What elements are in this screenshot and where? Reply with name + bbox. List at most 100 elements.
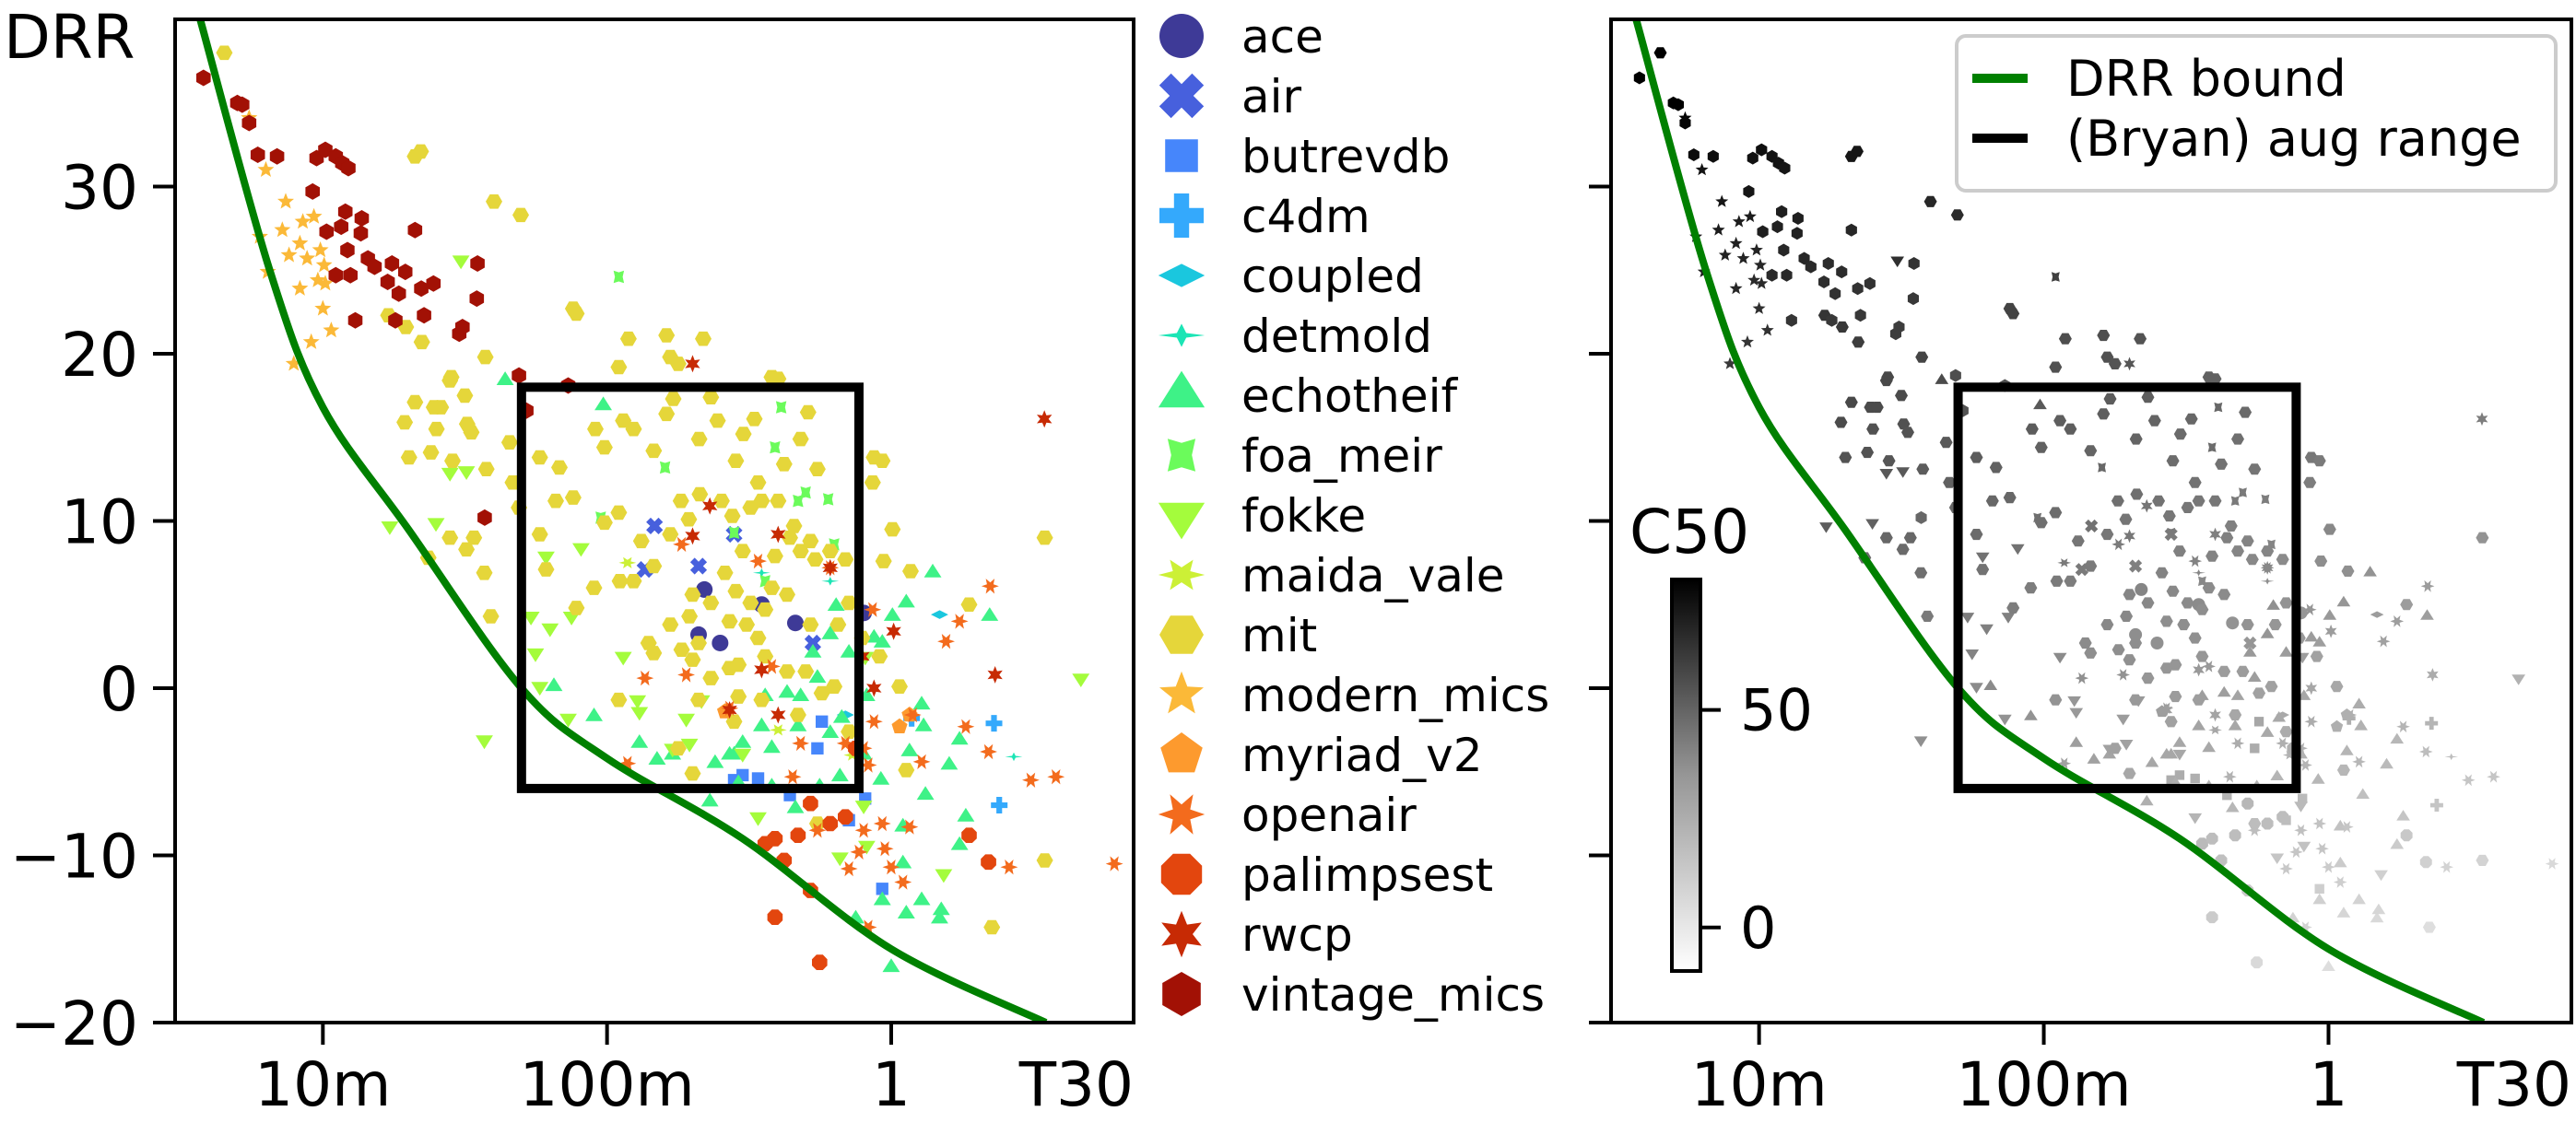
series-fokke (381, 255, 1090, 883)
data-point (2314, 883, 2324, 894)
data-point (1776, 205, 1788, 218)
data-point (2336, 907, 2351, 918)
data-point (545, 677, 563, 692)
data-point (2330, 681, 2344, 693)
data-point (319, 223, 335, 240)
data-point (812, 954, 828, 970)
data-point (2336, 764, 2350, 776)
pentagon-marker-icon (1160, 732, 1203, 773)
data-point (662, 527, 679, 542)
data-point (1879, 375, 1893, 387)
data-point (2164, 716, 2178, 728)
data-point (1914, 567, 1928, 579)
data-point (2420, 609, 2434, 620)
data-point (476, 566, 493, 580)
data-point (2192, 495, 2205, 507)
data-point (2202, 741, 2216, 753)
data-point (1747, 151, 1759, 165)
data-point (1950, 209, 1964, 221)
legend-label: foa_meir (1241, 429, 1442, 483)
data-point (2123, 654, 2136, 666)
data-point (2363, 566, 2377, 577)
5-point-star-marker-icon (1159, 671, 1204, 714)
data-point (1805, 260, 1817, 274)
data-point (2208, 373, 2222, 385)
data-point (2253, 717, 2264, 727)
data-point (2123, 357, 2135, 371)
data-point (2298, 793, 2308, 803)
data-point (2429, 799, 2443, 812)
data-point (2279, 597, 2293, 609)
data-point (2177, 619, 2191, 631)
data-point (850, 844, 868, 860)
data-point (2261, 817, 2274, 830)
data-point (2190, 773, 2200, 784)
data-point (1916, 463, 1930, 475)
data-point (477, 462, 495, 476)
data-point (2341, 565, 2355, 577)
data-point (808, 669, 827, 684)
data-point (2123, 529, 2135, 544)
drr-bound-curve (196, 19, 1048, 1023)
data-point (836, 735, 854, 752)
x-tick-label: 100m (520, 1049, 695, 1120)
data-point (753, 493, 770, 509)
data-point (615, 413, 632, 428)
data-point (2075, 672, 2089, 684)
data-point (2370, 911, 2384, 923)
data-point (749, 475, 767, 490)
data-point (482, 609, 500, 624)
legend-item-myriad-v2: myriad_v2 (1160, 729, 1483, 782)
data-point (2247, 824, 2262, 836)
data-point (291, 234, 309, 251)
data-point (2224, 520, 2238, 532)
data-point (742, 500, 759, 515)
data-point (610, 692, 628, 708)
colorbar-tick-label: 50 (1740, 677, 1813, 744)
data-point (2425, 717, 2439, 731)
data-point (562, 612, 581, 626)
data-point (1882, 455, 1896, 467)
data-point (827, 597, 845, 611)
data-point (826, 679, 843, 694)
data-point (876, 841, 894, 857)
data-point (1749, 243, 1763, 256)
right-x-axis-label: T30 (2456, 1049, 2571, 1120)
data-point (2100, 619, 2114, 631)
legend-label: openair (1241, 789, 1417, 842)
data-point (690, 692, 707, 708)
data-point (751, 772, 765, 785)
data-point (2230, 496, 2240, 506)
data-point (2141, 392, 2155, 404)
data-point (2208, 495, 2222, 507)
data-point (512, 367, 526, 384)
aug-range-rectangle (516, 382, 864, 793)
data-point (2162, 510, 2176, 522)
data-point (614, 651, 632, 666)
data-point (388, 311, 403, 329)
data-point (783, 769, 802, 785)
data-point (903, 707, 922, 723)
data-point (2276, 554, 2289, 566)
data-point (645, 443, 663, 459)
data-point (2209, 708, 2221, 722)
4-point-star-rotated-marker-icon (1167, 439, 1196, 472)
data-point (1844, 396, 1858, 408)
data-point (2129, 694, 2143, 706)
data-point (2141, 673, 2155, 684)
data-point (1715, 194, 1729, 207)
data-point (763, 580, 781, 595)
data-point (727, 583, 745, 599)
data-point (2134, 333, 2147, 345)
data-point (932, 901, 950, 916)
data-point (2103, 392, 2117, 405)
data-point (428, 421, 445, 437)
data-point (1707, 149, 1719, 163)
data-point (317, 275, 334, 291)
data-point (2064, 423, 2077, 435)
data-point (2374, 870, 2388, 882)
left-scatter-panel: 10m 100m 1 −20 −10 0 10 20 30 DRR T30 (4, 2, 1135, 1120)
data-point (315, 256, 333, 273)
data-point (196, 69, 211, 87)
data-point (585, 580, 603, 595)
